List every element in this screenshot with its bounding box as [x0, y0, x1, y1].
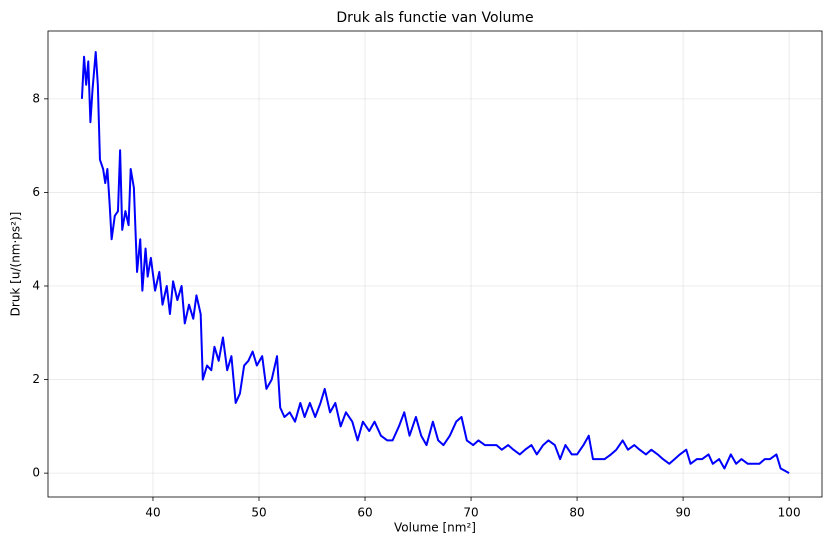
x-tick-label: 90	[675, 506, 690, 520]
x-tick-label: 80	[569, 506, 584, 520]
y-tick-label: 8	[32, 91, 40, 105]
y-tick-label: 2	[32, 372, 40, 386]
x-tick-label: 40	[145, 506, 160, 520]
y-tick-label: 6	[32, 185, 40, 199]
x-tick-label: 100	[778, 506, 801, 520]
data-line	[80, 51, 790, 475]
plot-frame	[47, 30, 823, 498]
x-tick-label: 50	[251, 506, 266, 520]
x-tick-label: 70	[463, 506, 478, 520]
x-tick-label: 60	[357, 506, 372, 520]
y-tick-label: 0	[32, 466, 40, 480]
y-tick-label: 4	[32, 278, 40, 292]
x-axis-label: Volume [nm²]	[394, 521, 476, 535]
chart-title: Druk als functie van Volume	[336, 10, 533, 26]
y-axis-label: Druk [u/(nm·ps²)]	[9, 212, 23, 317]
